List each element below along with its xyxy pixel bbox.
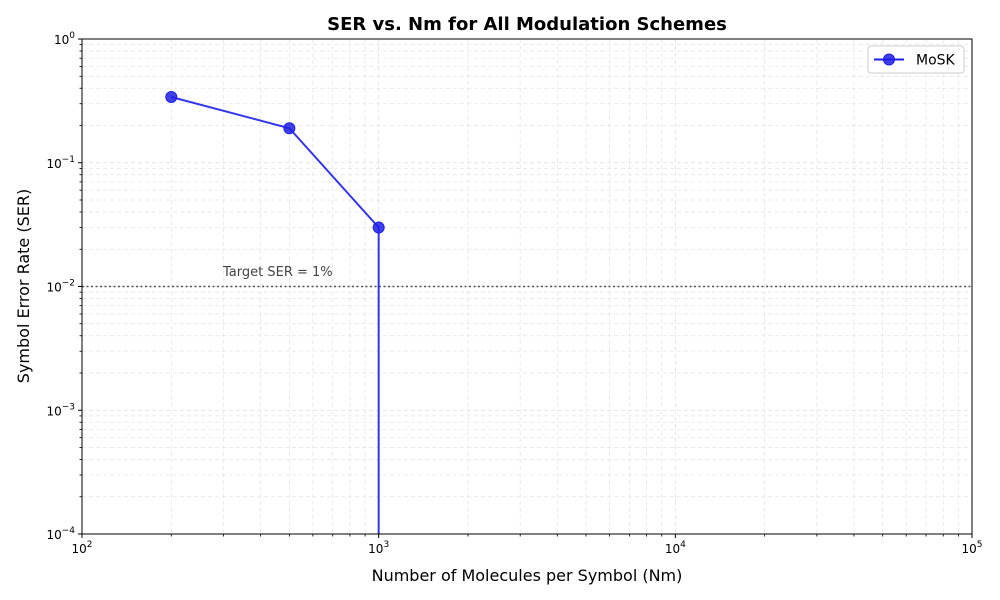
chart-title: SER vs. Nm for All Modulation Schemes <box>327 14 727 35</box>
legend-box <box>867 45 965 74</box>
legend-label: MoSK <box>916 53 956 69</box>
legend: MoSK <box>867 45 965 74</box>
legend-marker-swatch <box>883 53 895 66</box>
grid-layer <box>81 39 972 535</box>
reference-line-label: Target SER = 1% <box>222 265 333 280</box>
series-layer <box>165 90 385 534</box>
data-point-marker <box>165 90 178 103</box>
series-line-mosk <box>171 96 380 534</box>
y-axis-title: Symbol Error Rate (SER) <box>14 189 33 383</box>
data-point-marker <box>372 221 385 234</box>
x-axis-title: Number of Molecules per Symbol (Nm) <box>372 566 683 585</box>
data-point-marker <box>283 122 296 135</box>
